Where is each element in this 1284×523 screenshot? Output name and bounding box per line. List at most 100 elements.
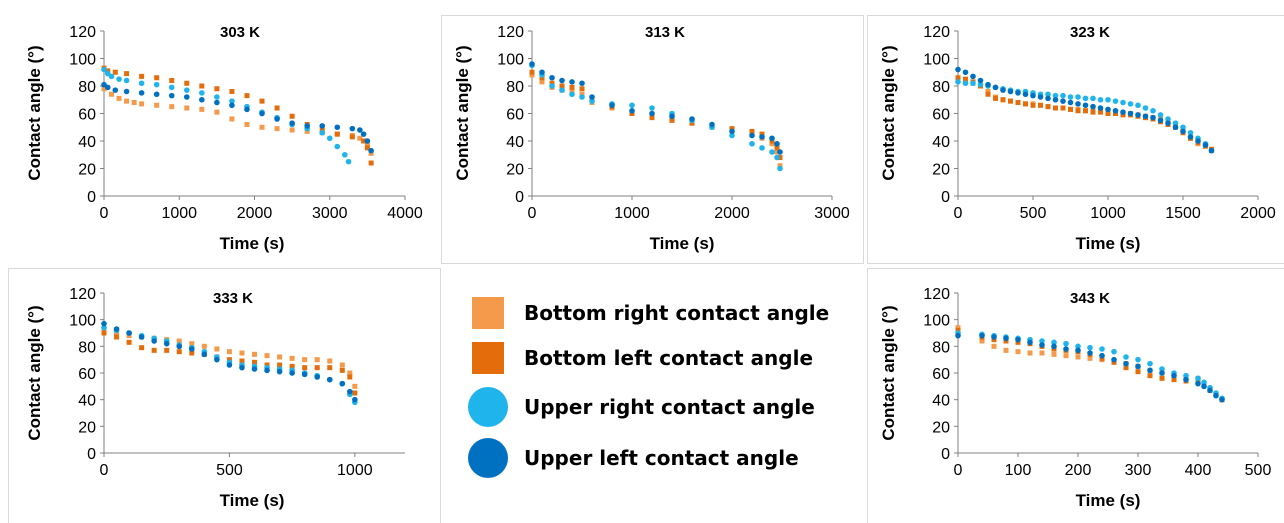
x-axis-label: Time (s) [1076,491,1141,510]
data-point [1157,112,1164,118]
data-point [962,80,969,87]
data-point [1165,116,1171,122]
data-point [1147,360,1153,367]
series-upper-right [101,66,352,165]
data-point [304,123,310,129]
data-point [101,66,107,73]
data-point [327,358,333,364]
data-point [199,83,205,89]
data-point [1123,360,1129,367]
y-tick-label: 100 [69,52,96,69]
data-point [962,69,969,76]
data-point [1123,365,1129,371]
data-point [985,91,991,97]
data-point [1039,338,1045,344]
data-point [1063,353,1069,359]
data-point [116,76,122,82]
data-point [569,84,575,90]
y-tick-label: 120 [69,286,96,303]
data-point [539,79,545,85]
data-point [1045,95,1051,102]
data-point [569,79,575,85]
data-point [1090,103,1096,110]
data-point [334,131,340,137]
data-point [188,346,195,352]
data-point [1003,335,1009,342]
data-point [124,98,130,104]
data-point [1180,124,1186,131]
data-point [154,102,160,108]
data-point [1187,129,1194,136]
data-point [123,77,130,84]
legend-label: Bottom left contact angle [524,346,813,370]
data-point [289,355,295,361]
legend-item-bottom-right: Bottom right contact angle [472,297,829,329]
data-point [183,94,190,100]
data-point [184,105,190,111]
data-point [970,80,976,87]
data-point [357,127,363,133]
data-point [1067,99,1074,106]
data-point [1112,107,1119,114]
series-bottom-right [101,86,374,156]
data-point [176,338,182,344]
data-point [229,98,235,104]
y-tick-label: 80 [506,79,524,96]
data-point [342,151,348,158]
data-point [153,91,160,98]
legend-square-marker [472,342,504,374]
data-point [327,365,333,371]
data-point [334,143,341,150]
data-point [1201,379,1207,386]
data-point [153,81,160,88]
data-point [579,80,585,87]
legend-item-bottom-left: Bottom left contact angle [472,342,813,374]
y-tick-label: 120 [69,24,96,41]
x-tick-label: 500 [216,462,243,479]
y-tick-label: 0 [515,189,524,206]
data-point [1105,106,1111,113]
data-point [529,72,535,78]
data-point [301,371,308,378]
data-point [559,77,565,84]
data-point [151,347,157,353]
y-tick-label: 0 [941,446,950,463]
data-point [689,116,695,122]
data-point [138,90,145,96]
data-point [168,84,175,91]
data-point [1159,370,1165,376]
data-point [302,357,308,363]
data-point [1068,106,1073,112]
data-point [274,105,280,111]
data-point [669,117,675,123]
data-point [1135,112,1141,118]
data-point [101,320,107,327]
data-point [629,102,635,109]
data-point [302,365,308,371]
x-tick-label: 0 [954,205,963,222]
data-point [139,345,145,351]
data-point [1060,105,1066,111]
data-point [1219,396,1225,403]
legend-item-upper-left: Upper left contact angle [468,438,799,478]
data-point [124,71,130,77]
chart-title: 323 K [1070,24,1110,41]
y-tick-label: 100 [69,313,96,330]
data-point [649,115,655,121]
legend-square-marker [472,297,504,329]
x-tick-label: 2000 [237,205,273,222]
y-axis-label: Contact angle (°) [879,305,898,440]
x-tick-label: 300 [1125,462,1152,479]
data-point [214,99,220,106]
data-point [339,380,346,387]
data-point [1147,373,1153,379]
data-point [774,140,780,147]
y-tick-label: 40 [78,134,96,151]
data-point [769,149,775,155]
data-point [1007,88,1014,95]
data-point [579,86,585,92]
data-point [1171,372,1177,379]
data-point [1183,376,1189,383]
data-point [1087,344,1093,351]
